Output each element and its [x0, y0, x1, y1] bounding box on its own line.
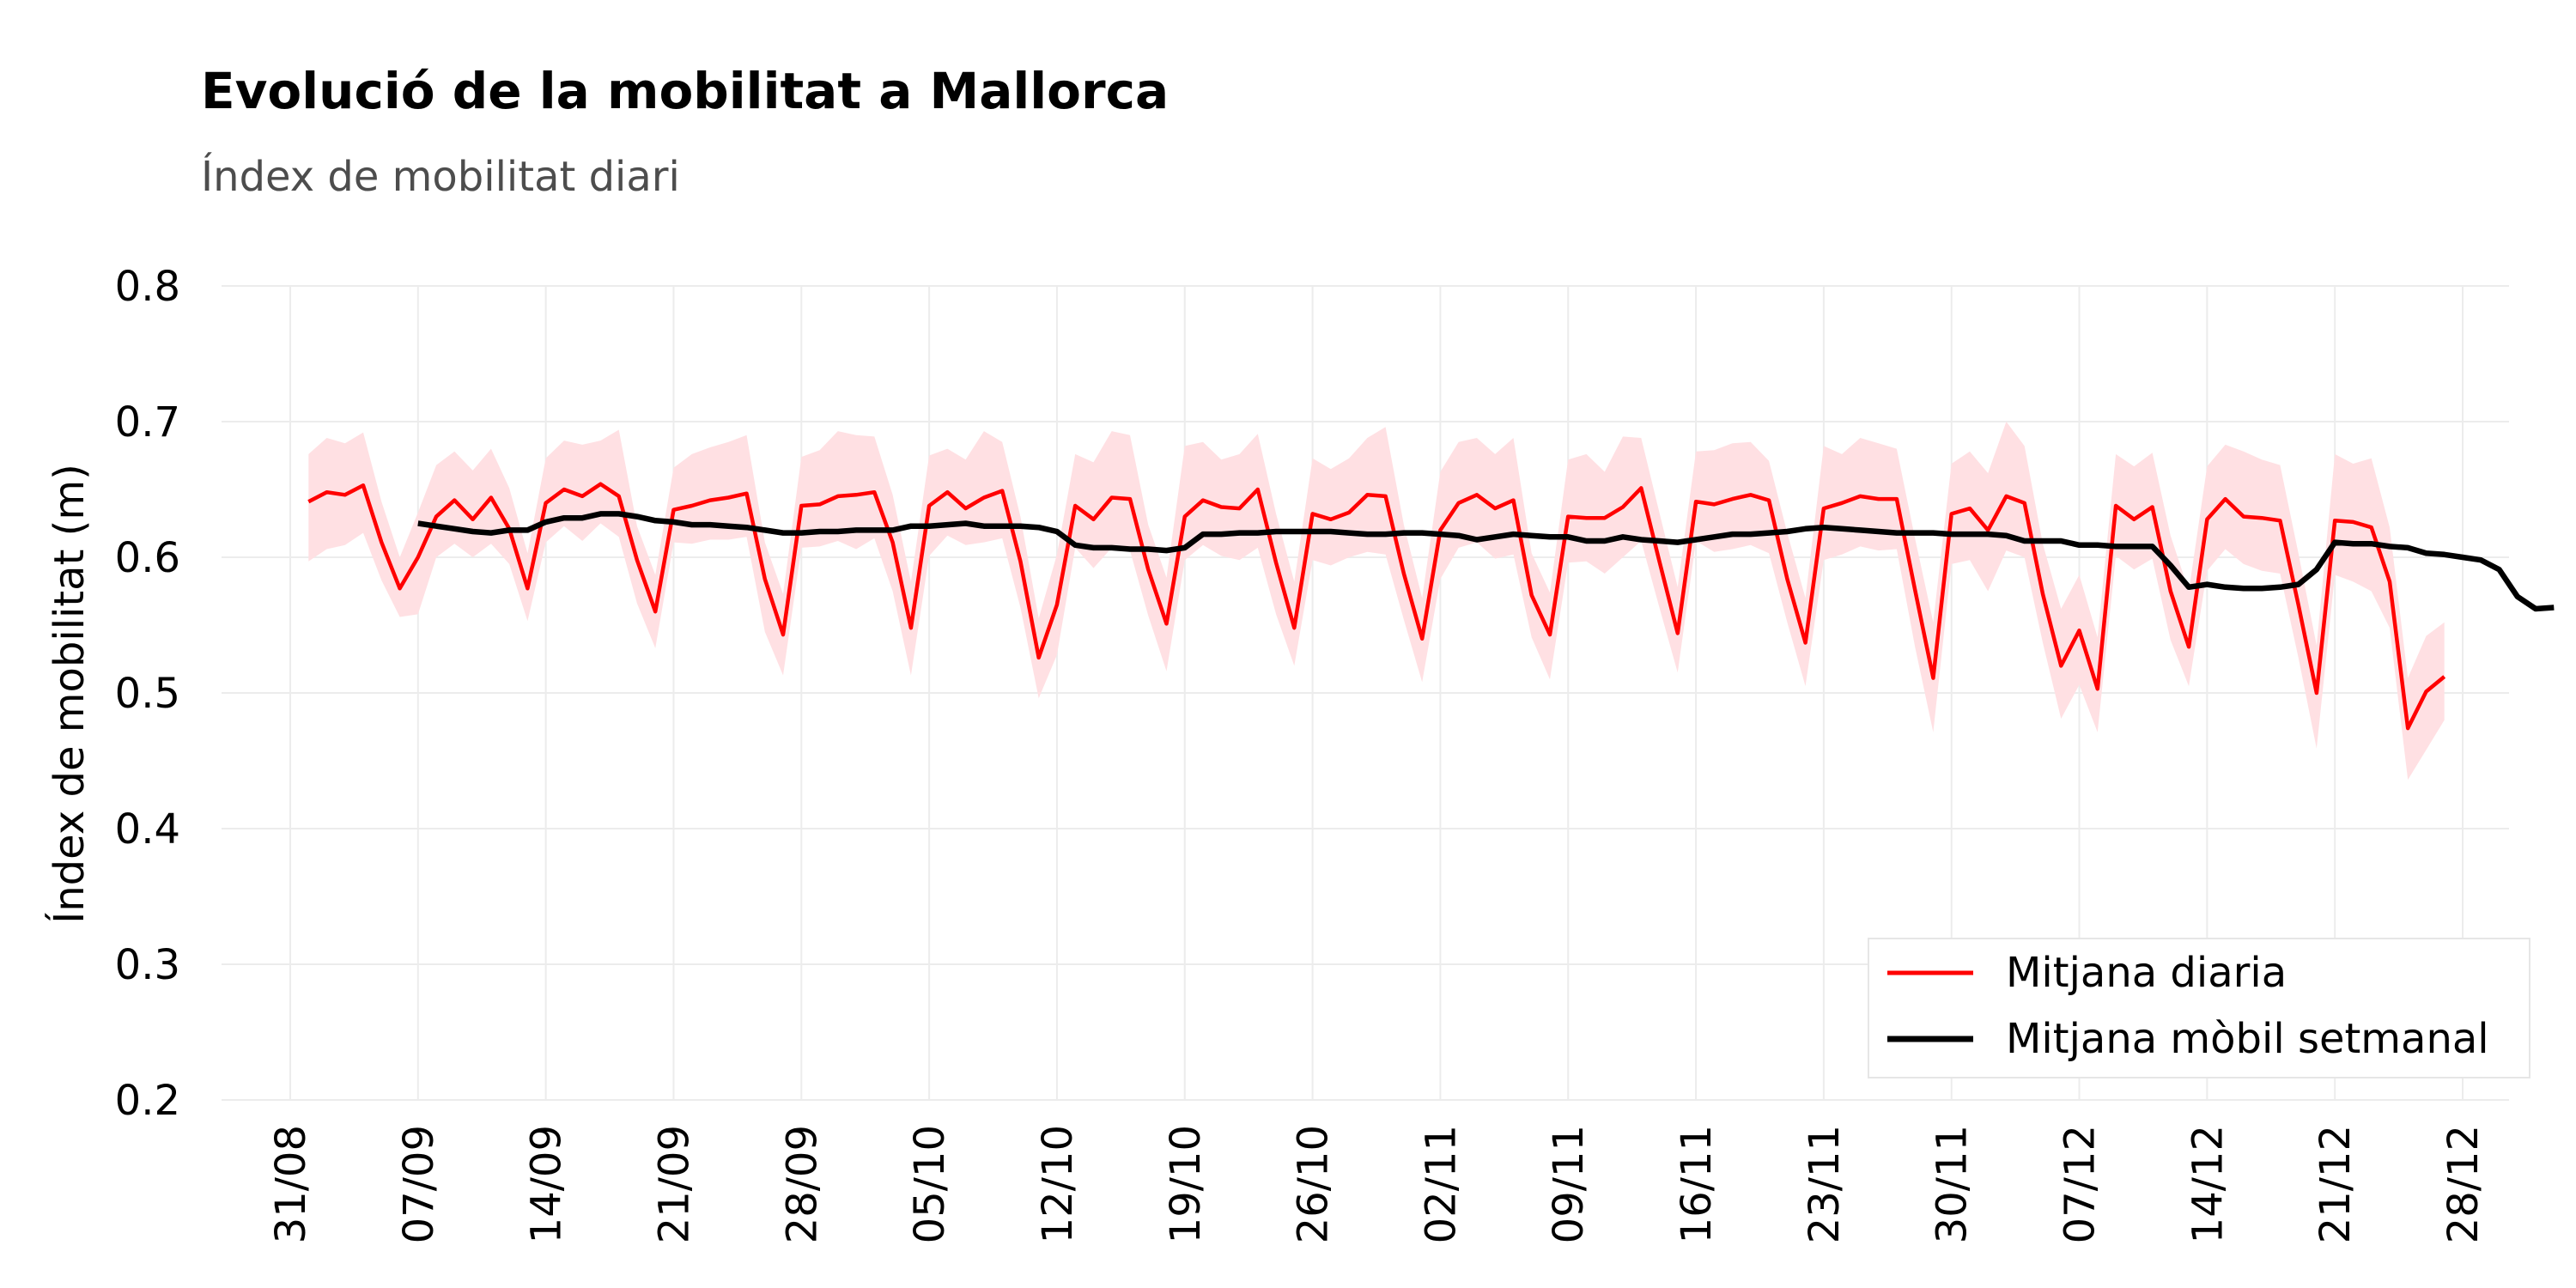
x-tick-label: 07/09 [395, 1125, 443, 1243]
x-tick-label: 30/11 [1929, 1125, 1977, 1243]
x-tick-label: 14/09 [523, 1125, 571, 1243]
x-tick-label: 16/11 [1673, 1125, 1721, 1243]
x-tick-labels: 31/08 07/09 14/09 21/09 28/09 05/10 12/10 19/10… [267, 1125, 2488, 1243]
chart-title: Evolució de la mobilitat a Mallorca [201, 62, 1170, 120]
series-lines [307, 482, 2555, 731]
grid-lines [222, 285, 2509, 1101]
legend-label-daily: Mitjana diaria [2006, 949, 2287, 997]
y-tick-label: 0.3 [115, 941, 180, 989]
y-tick-label: 0.4 [115, 805, 180, 854]
y-tick-label: 0.7 [115, 398, 180, 447]
x-tick-label: 09/11 [1545, 1125, 1593, 1243]
legend-label-rolling: Mitjana mòbil setmanal [2006, 1015, 2489, 1063]
legend: Mitjana diaria Mitjana mòbil setmanal [1868, 938, 2530, 1078]
x-tick-label: 31/08 [267, 1125, 315, 1243]
x-tick-label: 28/12 [2439, 1125, 2488, 1243]
y-tick-label: 0.6 [115, 534, 180, 582]
x-tick-label: 26/10 [1290, 1125, 1338, 1243]
y-axis-label: Índex de mobilitat (m) [45, 464, 94, 924]
x-tick-label: 28/09 [778, 1125, 826, 1243]
x-tick-label: 21/09 [650, 1125, 698, 1243]
confidence-band [308, 422, 2445, 781]
y-tick-label: 0.2 [115, 1077, 180, 1125]
x-tick-label: 21/12 [2312, 1125, 2360, 1243]
y-tick-label: 0.5 [115, 670, 180, 718]
x-tick-label: 14/12 [2184, 1125, 2232, 1243]
y-tick-label: 0.8 [115, 263, 180, 311]
legend-box [1868, 938, 2530, 1078]
daily-confidence-band [308, 422, 2445, 781]
x-tick-label: 19/10 [1162, 1125, 1210, 1243]
x-tick-label: 23/11 [1801, 1125, 1849, 1243]
daily-mean-line [307, 482, 2446, 731]
y-tick-labels: 0.2 0.3 0.4 0.5 0.6 0.7 0.8 [115, 263, 180, 1125]
x-tick-label: 02/11 [1417, 1125, 1465, 1243]
x-tick-label: 07/12 [2057, 1125, 2105, 1243]
x-tick-label: 12/10 [1034, 1125, 1082, 1243]
weekly-rolling-mean-line [417, 511, 2555, 612]
x-tick-label: 05/10 [906, 1125, 954, 1243]
chart-subtitle: Índex de mobilitat diari [201, 153, 680, 201]
